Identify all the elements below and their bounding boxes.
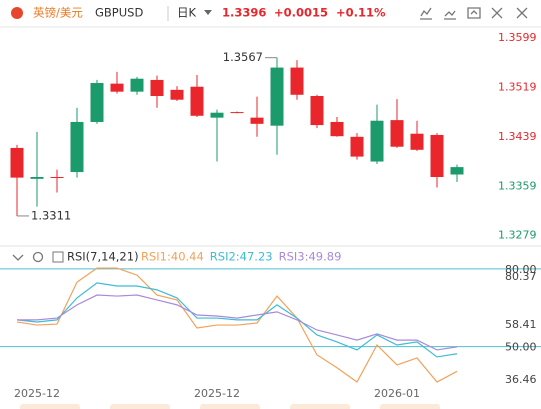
tool-icon[interactable] xyxy=(491,7,503,19)
toolbar xyxy=(420,7,528,20)
y-tick-label: 1.3519 xyxy=(498,80,537,93)
dropdown-icon[interactable] xyxy=(204,10,212,15)
candle-body xyxy=(430,134,444,177)
rsi-line xyxy=(16,282,458,358)
candle-body xyxy=(50,176,64,178)
tab[interactable] xyxy=(380,404,440,409)
level-label: 50.00 xyxy=(505,341,537,354)
x-tick-label: 2026-01 xyxy=(374,387,420,400)
y-tick-label: 1.3359 xyxy=(498,179,537,192)
candle-body xyxy=(370,120,384,162)
price: 1.3396 xyxy=(222,6,266,20)
tab[interactable] xyxy=(290,404,350,409)
symbol: GBPUSD xyxy=(95,6,143,20)
tool-icon[interactable] xyxy=(467,7,481,19)
legend-entry: RSI3:49.89 xyxy=(279,250,342,264)
candle-body xyxy=(130,78,144,92)
change-pct: +0.11% xyxy=(336,6,386,20)
footer-tabs xyxy=(20,404,440,409)
x-tick-label: 2025-12 xyxy=(194,387,240,400)
change: +0.0015 xyxy=(274,6,328,20)
candle-body xyxy=(90,83,104,122)
candle-body xyxy=(150,79,164,97)
candle-body xyxy=(170,89,184,100)
y-tick-label: 80.37 xyxy=(505,270,537,283)
candle-body xyxy=(290,67,304,95)
rsi-line xyxy=(17,294,458,351)
indicator-icon[interactable] xyxy=(52,251,64,263)
level-label: 80.00 xyxy=(505,263,537,276)
candle-body xyxy=(310,96,324,126)
candle-body xyxy=(110,83,124,92)
tab[interactable] xyxy=(200,404,260,409)
candle-body xyxy=(410,133,424,150)
candle-body xyxy=(190,86,204,116)
candle-body xyxy=(70,121,84,173)
tab[interactable] xyxy=(110,404,170,409)
rsi-title: RSI(7,14,21) xyxy=(67,250,139,264)
tool-icon[interactable] xyxy=(420,7,432,20)
high-annotation: 1.3567 xyxy=(223,50,263,64)
candle-body xyxy=(10,147,24,178)
rsi-line xyxy=(16,267,458,383)
flag-icon xyxy=(11,7,23,19)
collapse-icon[interactable] xyxy=(12,254,24,261)
legend-entry: RSI2:47.23 xyxy=(210,250,273,264)
candle-body xyxy=(350,136,364,157)
candle-body xyxy=(30,176,44,179)
candle-body xyxy=(450,167,464,175)
candle-body xyxy=(210,112,224,118)
legend-entry: RSI1:40.44 xyxy=(141,250,204,264)
tab[interactable] xyxy=(20,404,80,409)
candle-body xyxy=(330,121,344,137)
candle-body xyxy=(250,117,264,124)
pair-name[interactable]: 英镑/美元 xyxy=(33,6,83,20)
close-icon[interactable] xyxy=(516,7,528,19)
tool-icon[interactable] xyxy=(444,10,456,20)
candle-body xyxy=(270,67,284,126)
x-tick-label: 2025-12 xyxy=(14,387,60,400)
y-tick-label: 58.41 xyxy=(505,318,537,331)
candle-body xyxy=(230,112,244,114)
low-annotation: 1.3311 xyxy=(31,208,71,222)
y-tick-label: 1.3439 xyxy=(498,130,537,143)
y-tick-label: 36.46 xyxy=(505,373,537,386)
y-tick-label: 1.3279 xyxy=(498,229,537,242)
period[interactable]: 日K xyxy=(177,6,196,20)
y-tick-label: 1.3599 xyxy=(498,31,537,44)
settings-icon[interactable] xyxy=(32,251,44,263)
candle-body xyxy=(390,120,404,147)
